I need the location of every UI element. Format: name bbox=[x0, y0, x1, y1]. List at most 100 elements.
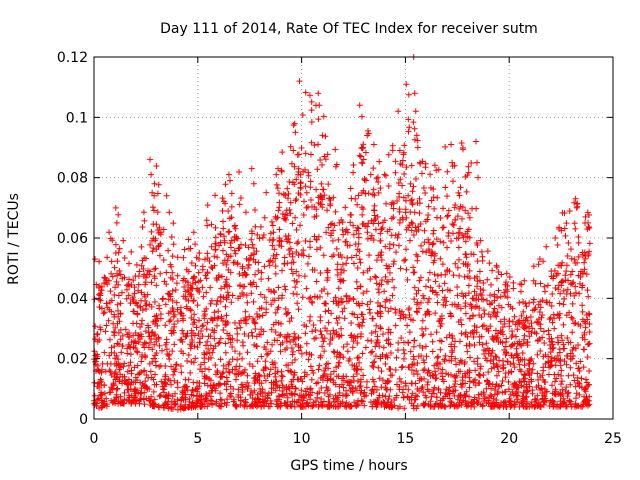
data-point bbox=[251, 341, 258, 348]
data-point bbox=[537, 280, 544, 287]
data-point bbox=[455, 189, 462, 196]
data-point bbox=[335, 285, 342, 292]
data-point bbox=[108, 297, 115, 304]
data-point bbox=[427, 284, 434, 291]
data-point bbox=[282, 233, 289, 240]
data-point bbox=[138, 243, 145, 250]
data-point bbox=[226, 369, 233, 376]
data-point bbox=[227, 240, 234, 247]
data-point bbox=[425, 367, 432, 374]
data-point bbox=[448, 353, 455, 360]
data-point bbox=[154, 209, 161, 216]
y-tick-label: 0.12 bbox=[57, 50, 88, 66]
data-point bbox=[498, 304, 505, 311]
data-point bbox=[248, 252, 255, 259]
data-point bbox=[379, 392, 386, 399]
data-point bbox=[513, 392, 520, 399]
data-point bbox=[154, 322, 161, 329]
data-point bbox=[580, 364, 587, 371]
data-point bbox=[464, 400, 471, 407]
data-point bbox=[390, 260, 397, 267]
data-point bbox=[309, 367, 316, 374]
data-point bbox=[445, 207, 452, 214]
data-point bbox=[202, 373, 209, 380]
data-point bbox=[417, 221, 424, 228]
data-point bbox=[178, 369, 185, 376]
data-point bbox=[252, 271, 259, 278]
data-point bbox=[367, 276, 374, 283]
data-point bbox=[391, 284, 398, 291]
data-point bbox=[528, 320, 535, 327]
data-point bbox=[177, 310, 184, 317]
data-point bbox=[170, 241, 177, 248]
data-point bbox=[563, 352, 570, 359]
data-point bbox=[242, 399, 249, 406]
data-point bbox=[279, 373, 286, 380]
data-point bbox=[172, 390, 179, 397]
data-point bbox=[265, 390, 272, 397]
data-point bbox=[555, 262, 562, 269]
data-point bbox=[335, 251, 342, 258]
data-point bbox=[502, 293, 509, 300]
data-point bbox=[406, 124, 413, 131]
data-point bbox=[582, 376, 589, 383]
data-point bbox=[252, 326, 259, 333]
data-point bbox=[507, 403, 514, 410]
data-point bbox=[516, 378, 523, 385]
data-point bbox=[285, 309, 292, 316]
data-point bbox=[235, 295, 242, 302]
data-point bbox=[471, 394, 478, 401]
data-point bbox=[120, 237, 127, 244]
data-point bbox=[124, 381, 131, 388]
data-point bbox=[187, 284, 194, 291]
data-point bbox=[462, 380, 469, 387]
data-point bbox=[370, 220, 377, 227]
data-point bbox=[560, 295, 567, 302]
data-point bbox=[188, 391, 195, 398]
data-point bbox=[474, 360, 481, 367]
data-point bbox=[270, 385, 277, 392]
data-point bbox=[132, 273, 139, 280]
data-point bbox=[486, 394, 493, 401]
data-point bbox=[350, 260, 357, 267]
data-point bbox=[494, 364, 501, 371]
data-point bbox=[452, 216, 459, 223]
data-point bbox=[475, 391, 482, 398]
data-point bbox=[307, 313, 314, 320]
data-point bbox=[237, 401, 244, 408]
data-point bbox=[244, 372, 251, 379]
data-point bbox=[128, 339, 135, 346]
data-point bbox=[248, 228, 255, 235]
data-point bbox=[107, 288, 114, 295]
data-point bbox=[484, 297, 491, 304]
data-point bbox=[542, 288, 549, 295]
data-point bbox=[223, 261, 230, 268]
data-point bbox=[398, 335, 405, 342]
data-point bbox=[279, 388, 286, 395]
data-point bbox=[505, 301, 512, 308]
data-point bbox=[208, 315, 215, 322]
data-point bbox=[194, 287, 201, 294]
data-point bbox=[382, 172, 389, 179]
data-point bbox=[510, 285, 517, 292]
data-point bbox=[449, 159, 456, 166]
data-point bbox=[117, 364, 124, 371]
data-point bbox=[537, 321, 544, 328]
data-point bbox=[571, 199, 578, 206]
data-point bbox=[502, 343, 509, 350]
data-point bbox=[138, 321, 145, 328]
data-point bbox=[540, 398, 547, 405]
data-point bbox=[529, 307, 536, 314]
data-point bbox=[351, 311, 358, 318]
data-point bbox=[524, 317, 531, 324]
data-point bbox=[205, 400, 212, 407]
data-point bbox=[370, 207, 377, 214]
data-point bbox=[217, 390, 224, 397]
grid bbox=[94, 57, 613, 419]
data-point bbox=[518, 368, 525, 375]
data-point bbox=[335, 398, 342, 405]
data-point bbox=[377, 252, 384, 259]
data-point bbox=[372, 216, 379, 223]
data-point bbox=[416, 195, 423, 202]
data-point bbox=[404, 322, 411, 329]
